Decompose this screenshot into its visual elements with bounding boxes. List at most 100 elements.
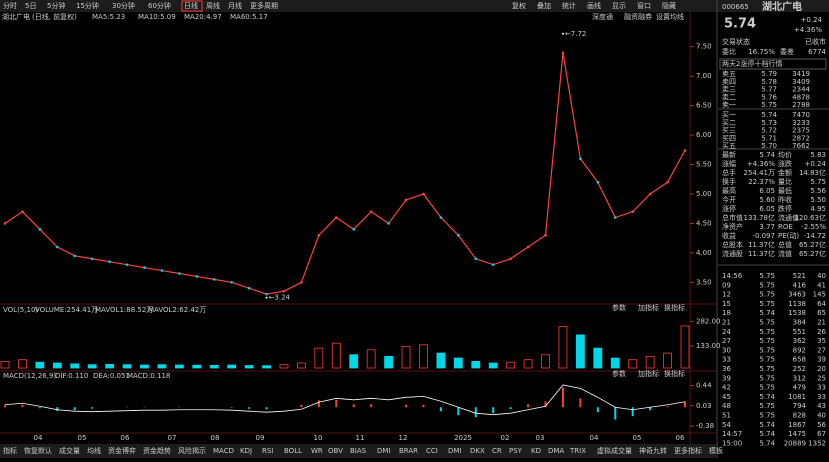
trade-price: 5.74 [759,430,775,438]
macd-bar [492,407,494,413]
pane-button[interactable]: 换指标 [664,369,685,378]
trade-count: 39 [817,356,826,364]
trade-count: 35 [817,337,826,345]
volume-bar [210,365,218,368]
indicator-tab[interactable]: WR [311,447,323,455]
stat-value: 133.78亿 [744,213,776,222]
indicator-tab[interactable]: CCI [426,447,438,455]
status: 已收市 [805,37,826,46]
price-point [405,199,408,202]
indicator-tab[interactable]: 成交量 [59,446,80,455]
indicator-tab[interactable]: 虚拟成交量 [597,446,632,455]
pane-button[interactable]: 参数 [612,303,626,312]
pane-button[interactable]: 参数 [612,369,626,378]
indicator-tab[interactable]: 均线 [87,446,101,455]
indicator-tab[interactable]: RSI [262,447,273,455]
trade-volume: 384 [793,319,807,327]
indicator-tab[interactable]: PSY [509,447,523,455]
tool-button[interactable]: 复权 [512,1,526,10]
trade-count: 21 [817,319,826,327]
vol-label: VOLUME:254.41万 [35,306,98,314]
period-tab[interactable]: 5分钟 [47,1,65,10]
stat-label: 净资产 [722,222,743,231]
volume-bar [437,353,445,368]
period-tab[interactable]: 周线 [206,1,220,10]
macd-label: DEA:0.051 [93,372,130,380]
trade-price: 5.75 [759,346,775,354]
book-volume: 7470 [792,111,810,119]
indicator-tab[interactable]: 指标 [3,446,17,455]
trade-time: 14:56 [722,272,743,280]
indicator-tab[interactable]: KDJ [240,447,252,455]
period-tab[interactable]: 更多周期 [250,1,278,10]
indicator-tab[interactable]: 更多指标 [674,446,702,455]
period-tab[interactable]: 60分钟 [148,1,171,10]
price-point [562,51,565,54]
indicator-tab[interactable]: 风险揭示 [178,446,206,455]
book-volume: 2344 [792,86,810,94]
price-point [666,181,669,184]
price-point [283,290,286,293]
indicator-tab[interactable]: DMI [448,447,462,455]
tool-button[interactable]: 画线 [587,1,601,10]
pane-button[interactable]: 加指标 [638,303,659,312]
indicator-tab[interactable]: 模板 [709,446,723,455]
level2-link[interactable]: 两天2涨停十档行情 [722,59,782,68]
link[interactable]: 深度通 [592,12,613,21]
link[interactable]: 融资融券 [624,12,652,21]
indicator-tab[interactable]: BIAS [350,447,367,455]
indicator-tab[interactable]: MACD [213,447,234,455]
indicator-tab[interactable]: 恢复默认 [24,446,52,455]
book-volume: 3419 [792,70,810,78]
link[interactable]: 设置均线 [656,12,684,21]
price-point [39,228,42,231]
volume-bar [524,360,532,368]
indicator-tab[interactable]: OBV [328,447,343,455]
stat-value: 5.74 [759,151,775,159]
indicator-tab[interactable]: CR [492,447,502,455]
indicator-tab[interactable]: BRAR [399,447,418,455]
stat-label: 换手 [722,177,736,186]
tool-button[interactable]: 统计 [562,1,576,10]
book-label: 买四 [722,134,736,142]
indicator-tab[interactable]: 资金博弈 [108,446,136,455]
indicator-tab[interactable]: 神奇九转 [639,446,667,455]
volume-bar [228,365,236,368]
name: 湖北广电 [762,0,802,13]
indicator-tab[interactable]: KD [531,447,541,455]
period-tab[interactable]: 日线 [184,1,198,10]
book-price: 5.73 [761,119,777,127]
period-tab[interactable]: 15分钟 [76,1,99,10]
stat-label: 涨幅 [722,159,736,168]
tool-button[interactable]: 显示 [612,2,626,10]
macd-bar [475,407,477,417]
pane-button[interactable]: 加指标 [638,369,659,378]
stat-label: 总股本 [722,240,743,249]
macd-bar [39,407,41,408]
stat-value: -14.72 [803,232,826,240]
x-tick-label: 05 [78,434,87,442]
indicator-tab[interactable]: DMA [548,447,564,455]
period-tab[interactable]: 分时 [3,1,17,10]
pane-button[interactable]: 换指标 [664,303,685,312]
trade-volume: 1867 [788,421,806,429]
x-tick-label: 02 [501,434,510,442]
trade-price: 5.75 [759,328,775,336]
price-point [631,210,634,213]
volume-bar [576,335,584,368]
indicator-tab[interactable]: TRIX [569,447,586,455]
trade-count: 67 [817,430,826,438]
indicator-tab[interactable]: BOLL [284,447,302,455]
period-tab[interactable]: 30分钟 [112,1,135,10]
tool-button[interactable]: 隐藏 [662,1,676,10]
indicator-tab[interactable]: DKX [470,447,485,455]
indicator-tab[interactable]: DMI [377,447,391,455]
trade-count: 20 [817,365,826,373]
ratio-value: 6774 [808,48,826,56]
tool-button[interactable]: 窗口 [637,1,651,10]
period-tab[interactable]: 月线 [228,1,242,10]
indicator-tab[interactable]: 资金趋势 [143,446,171,455]
period-tab[interactable]: 5日 [25,2,36,10]
tool-button[interactable]: 叠加 [537,1,551,10]
price-point [370,210,373,213]
